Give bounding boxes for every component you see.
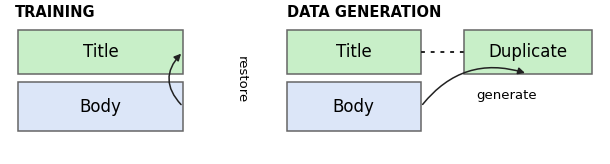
Text: DATA GENERATION: DATA GENERATION [287, 5, 441, 20]
Text: Title: Title [336, 43, 371, 61]
FancyBboxPatch shape [464, 30, 592, 74]
Text: Body: Body [333, 98, 375, 116]
Text: TRAINING: TRAINING [15, 5, 96, 20]
Text: restore: restore [234, 55, 248, 103]
FancyArrowPatch shape [423, 68, 523, 104]
Text: Title: Title [83, 43, 118, 61]
Text: Body: Body [80, 98, 121, 116]
FancyBboxPatch shape [287, 82, 421, 131]
Text: generate: generate [476, 89, 537, 102]
FancyBboxPatch shape [18, 30, 183, 74]
FancyArrowPatch shape [169, 55, 181, 105]
FancyBboxPatch shape [18, 82, 183, 131]
FancyBboxPatch shape [287, 30, 421, 74]
Text: Duplicate: Duplicate [488, 43, 567, 61]
